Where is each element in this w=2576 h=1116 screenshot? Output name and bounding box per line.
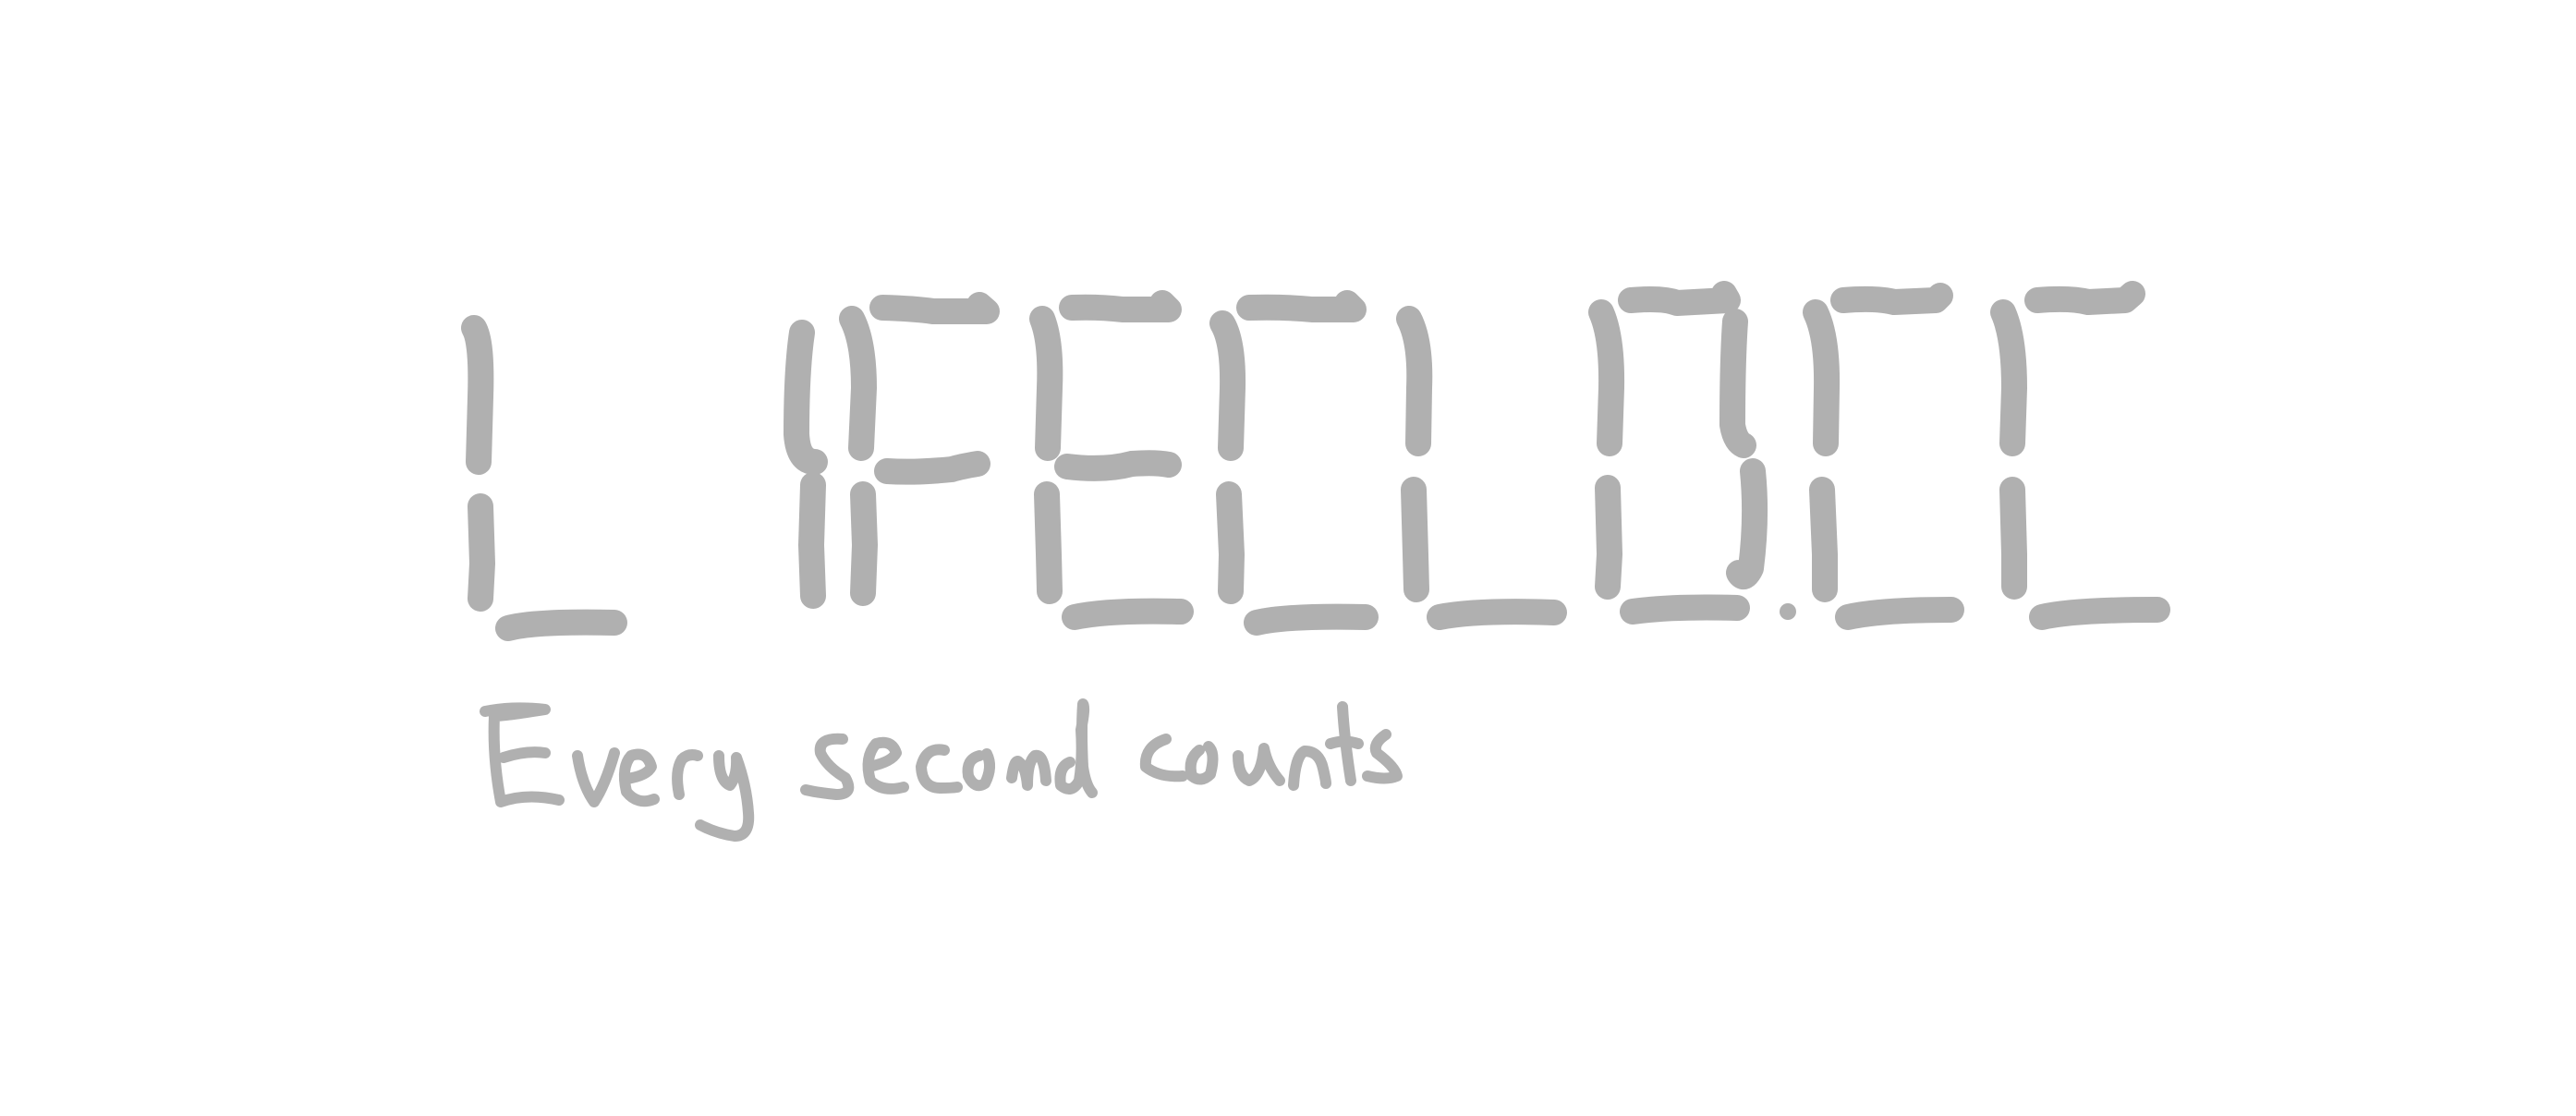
segment-digit-4 bbox=[1029, 290, 1194, 630]
segment-digit-7 bbox=[1588, 281, 1768, 625]
decimal-point bbox=[1780, 603, 1796, 620]
segment-digit-5 bbox=[1209, 290, 1379, 636]
segment-digit-9 bbox=[1990, 281, 2170, 630]
segment-digit-1 bbox=[461, 315, 627, 641]
segment-digit-8 bbox=[1803, 283, 1964, 630]
segment-digit-6 bbox=[1396, 306, 1567, 630]
segment-digit-2 bbox=[784, 320, 828, 609]
seven-segment-headline bbox=[461, 281, 2170, 641]
handwritten-tagline bbox=[480, 698, 1403, 842]
segment-digit-3 bbox=[839, 292, 1000, 606]
